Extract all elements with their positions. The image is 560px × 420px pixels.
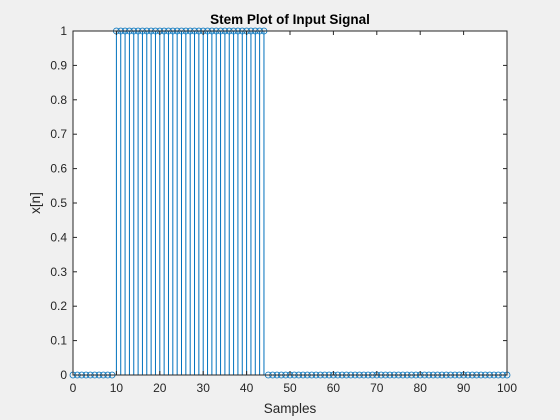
x-tick-label: 90	[457, 381, 471, 395]
y-tick-label: 0.1	[50, 334, 67, 348]
x-tick-label: 10	[110, 381, 124, 395]
x-tick-label: 60	[327, 381, 341, 395]
y-tick-label: 1	[60, 24, 67, 38]
x-axis-ticks: 0 10 20 30 40 50 60 70 80 90 100	[70, 31, 517, 395]
x-axis-label: Samples	[264, 401, 317, 416]
y-tick-label: 0.4	[50, 230, 67, 244]
y-axis-ticks: 0 0.1 0.2 0.3 0.4 0.5 0.6 0.7 0.8 0.9 1	[50, 24, 507, 382]
y-tick-label: 0.2	[50, 299, 67, 313]
y-tick-label: 0.7	[50, 127, 67, 141]
chart-title: Stem Plot of Input Signal	[210, 12, 370, 27]
x-tick-label: 40	[240, 381, 254, 395]
stem-series	[115, 31, 265, 375]
y-tick-label: 0.3	[50, 265, 67, 279]
y-axis-label: x[n]	[28, 192, 43, 214]
x-tick-label: 0	[70, 381, 77, 395]
x-tick-label: 30	[197, 381, 211, 395]
plot-area-background	[73, 31, 507, 375]
x-tick-label: 80	[414, 381, 428, 395]
x-tick-label: 20	[153, 381, 167, 395]
y-tick-label: 0	[60, 368, 67, 382]
y-tick-label: 0.5	[50, 196, 67, 210]
y-tick-label: 0.6	[50, 162, 67, 176]
x-tick-label: 70	[370, 381, 384, 395]
y-tick-label: 0.9	[50, 58, 67, 72]
x-tick-label: 100	[497, 381, 517, 395]
x-tick-label: 50	[283, 381, 297, 395]
y-tick-label: 0.8	[50, 93, 67, 107]
